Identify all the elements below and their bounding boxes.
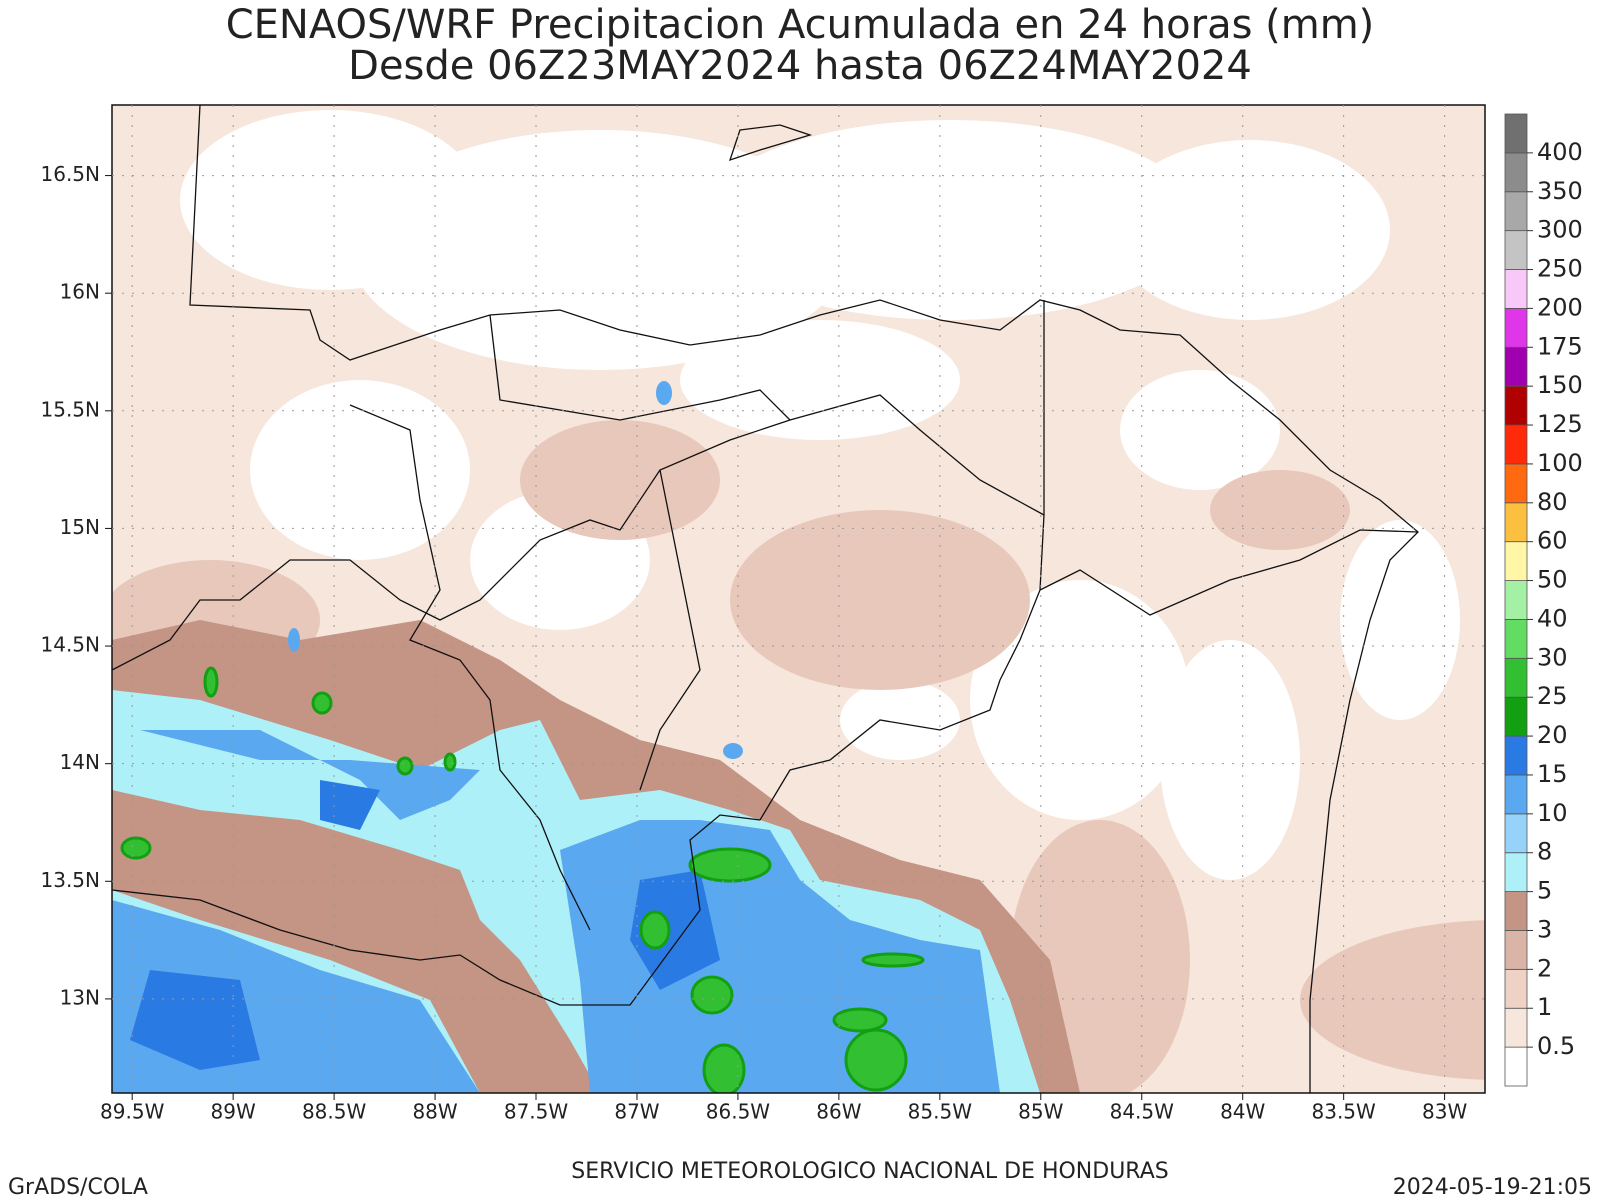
colorbar-label: 40 [1537,604,1568,632]
lat-tick-label: 16.5N [41,162,101,186]
colorbar-label: 8 [1537,838,1552,866]
lon-tick-label: 84W [1220,1100,1265,1124]
lat-tick-label: 15.5N [41,397,101,421]
colorbar-box [1504,930,1528,970]
colorbar-label: 60 [1537,527,1568,555]
colorbar-label: 30 [1537,643,1568,671]
colorbar-label: 150 [1537,371,1583,399]
lon-tick-label: 83.5W [1312,1100,1377,1124]
colorbar-box [1504,230,1528,270]
colorbar-box [1504,1007,1528,1048]
colorbar-label: 400 [1537,138,1583,166]
colorbar-box [1504,385,1528,426]
colorbar-label: 175 [1537,332,1583,360]
colorbar-box [1504,502,1528,543]
lon-tick-label: 85W [1018,1100,1063,1124]
colorbar-label: 50 [1537,566,1568,594]
colorbar-box [1504,152,1528,193]
colorbar-box [1504,307,1528,348]
lon-tick-label: 88.5W [302,1100,367,1124]
precip-field [112,105,1485,1093]
colorbar-label: 1 [1537,993,1552,1021]
lon-tick-label: 86.5W [706,1100,771,1124]
colorbar-label: 80 [1537,488,1568,516]
colorbar-box [1504,580,1528,620]
colorbar-box [1504,774,1528,815]
lat-tick-label: 14.5N [41,633,101,657]
colorbar-label: 0.5 [1537,1032,1575,1060]
title: CENAOS/WRF Precipitacion Acumulada en 24… [226,2,1375,48]
colorbar-box [1504,346,1528,387]
colorbar-box [1504,269,1528,309]
footer-right: 2024-05-19-21:05 [1393,1175,1592,1200]
colorbar-label: 5 [1537,877,1552,905]
lat-tick-label: 14N [60,750,100,774]
colorbar-box [1504,113,1528,154]
colorbar-label: 15 [1537,760,1568,788]
colorbar-box [1504,424,1528,465]
colorbar-label: 25 [1537,682,1568,710]
colorbar-box [1504,968,1528,1009]
lat-tick-label: 13.5N [41,868,101,892]
colorbar-label: 300 [1537,216,1583,244]
colorbar-label: 350 [1537,177,1583,205]
plot-frame [111,104,1486,1094]
colorbar-box [1504,1046,1528,1087]
lon-tick-label: 88W [412,1100,457,1124]
colorbar-box [1504,541,1528,581]
lon-tick-label: 87.5W [504,1100,569,1124]
lon-tick-label: 84.5W [1110,1100,1175,1124]
colorbar-label: 3 [1537,915,1552,943]
colorbar-label: 100 [1537,449,1583,477]
lat-tick-label: 13N [60,985,100,1009]
lon-tick-label: 89W [211,1100,256,1124]
lon-tick-label: 87W [614,1100,659,1124]
colorbar-label: 250 [1537,255,1583,283]
lon-tick-label: 83W [1422,1100,1467,1124]
colorbar-label: 2 [1537,954,1552,982]
subtitle: Desde 06Z23MAY2024 hasta 06Z24MAY2024 [348,43,1252,89]
colorbar-box [1504,463,1528,504]
colorbar-label: 20 [1537,721,1568,749]
colorbar-box [1504,657,1528,698]
colorbar-label: 125 [1537,410,1583,438]
colorbar-box [1504,813,1528,854]
colorbar-box [1504,191,1528,232]
lon-tick-label: 85.5W [908,1100,973,1124]
lat-tick-label: 15N [60,515,100,539]
colorbar-box [1504,696,1528,737]
lon-tick-label: 86W [816,1100,861,1124]
colorbar-box [1504,735,1528,776]
colorbar-label: 10 [1537,799,1568,827]
lon-tick-label: 89.5W [100,1100,165,1124]
colorbar-box [1504,852,1528,892]
footer-center: SERVICIO METEOROLOGICO NACIONAL DE HONDU… [571,1159,1168,1184]
colorbar-box [1504,619,1528,659]
footer-left: GrADS/COLA [8,1175,148,1200]
lat-tick-label: 16N [60,280,100,304]
colorbar-label: 200 [1537,293,1583,321]
colorbar-box [1504,891,1528,931]
